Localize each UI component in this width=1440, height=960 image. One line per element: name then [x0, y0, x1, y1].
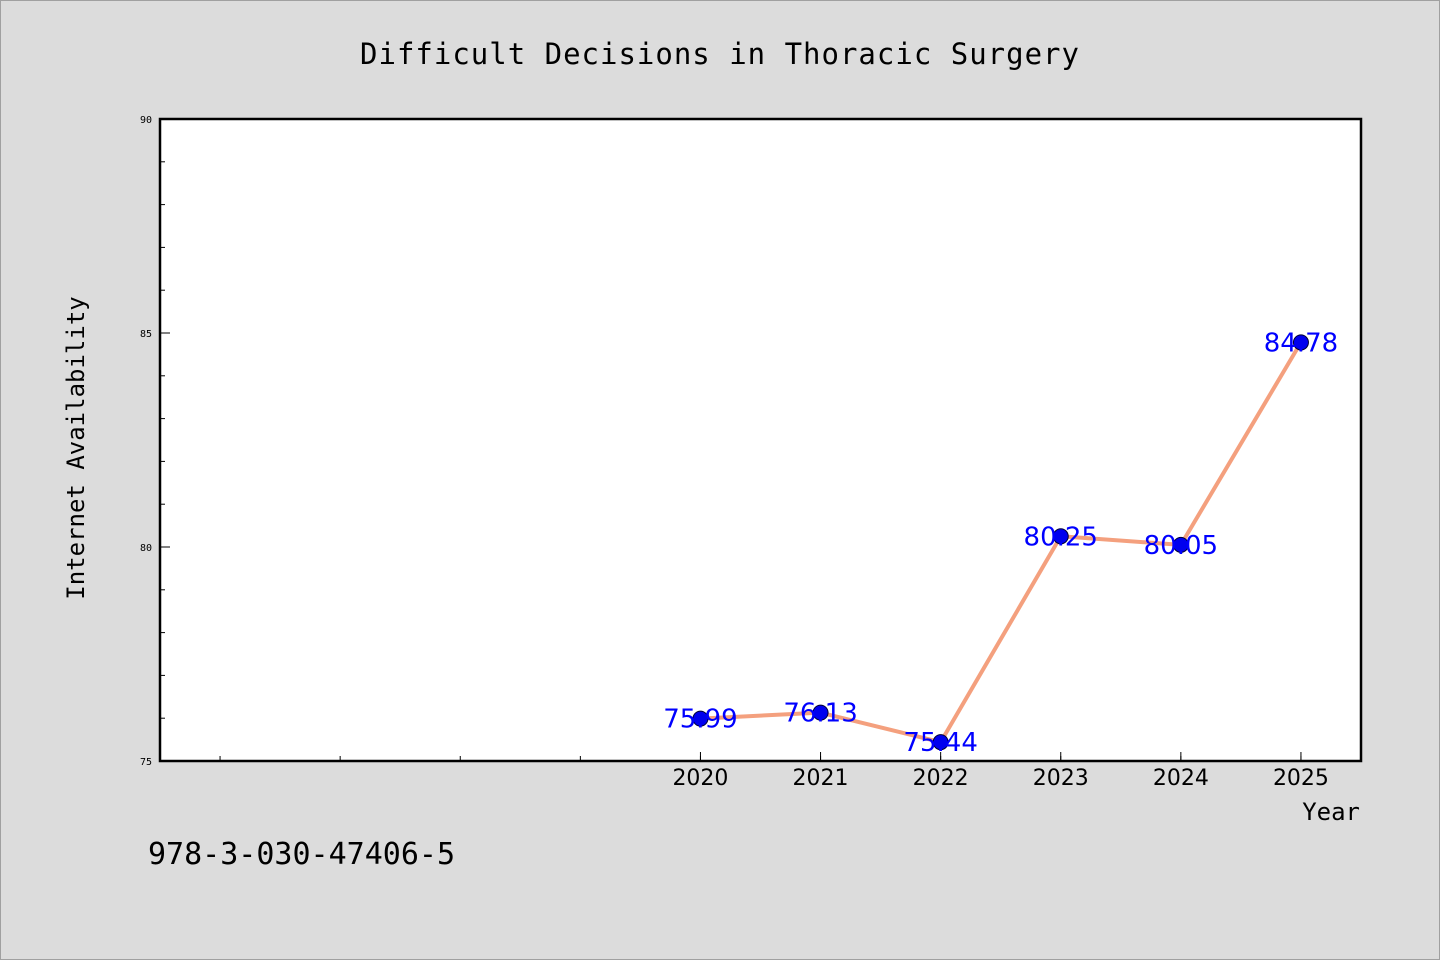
data-markers — [692, 334, 1309, 751]
data-point — [812, 704, 829, 721]
x-tick-label: 2024 — [1153, 766, 1209, 791]
data-label: 76.13 — [783, 699, 857, 729]
y-tick-label: 85 — [140, 329, 152, 340]
figure-identifier: 978-3-030-47406-5 — [148, 837, 455, 872]
data-point — [1052, 528, 1069, 545]
x-tick-label: 2022 — [913, 766, 969, 791]
chart-title: Difficult Decisions in Thoracic Surgery — [360, 37, 1080, 71]
data-label: 80.25 — [1024, 522, 1098, 552]
x-axis: 2020 2021 2022 2023 2024 2025 — [219, 752, 1329, 791]
y-tick-label: 75 — [140, 757, 152, 768]
y-axis-label: Internet Availability — [62, 296, 90, 599]
data-point — [692, 710, 709, 727]
x-tick-label: 2021 — [793, 766, 849, 791]
series-line — [698, 340, 1303, 745]
x-tick-label: 2025 — [1273, 766, 1329, 791]
x-tick-label: 2023 — [1033, 766, 1089, 791]
data-point — [932, 734, 949, 751]
y-tick-label: 80 — [140, 543, 152, 554]
x-tick-label: 2020 — [672, 766, 728, 791]
y-axis: 75 80 85 90 — [140, 115, 170, 768]
plot-area — [158, 117, 1363, 763]
x-axis-label: Year — [1302, 798, 1360, 826]
data-label: 75.99 — [663, 705, 737, 735]
data-label: 80.05 — [1144, 531, 1218, 561]
y-tick-label: 90 — [140, 115, 152, 126]
data-label: 75.44 — [903, 728, 977, 758]
data-label: 84.78 — [1264, 328, 1338, 358]
data-point — [1292, 334, 1309, 351]
data-labels: 75.99 76.13 75.44 80.25 80.05 84.78 — [663, 328, 1338, 758]
data-point — [1172, 536, 1189, 553]
